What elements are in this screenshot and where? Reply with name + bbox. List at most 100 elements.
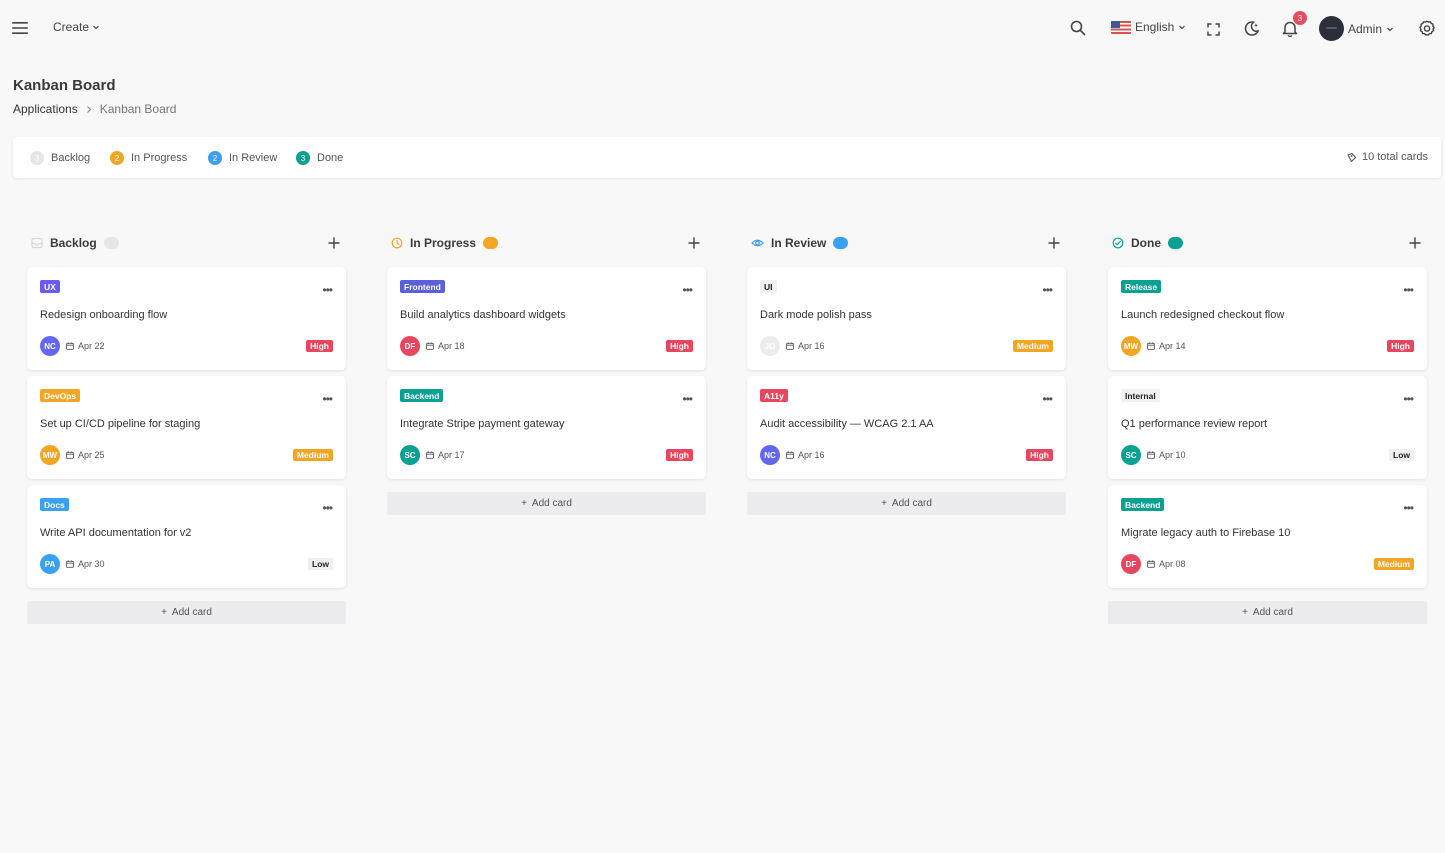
due-date: Apr 16 [786, 341, 825, 351]
card-menu-icon[interactable]: ••• [1042, 283, 1053, 297]
column-in-review: In Review UI ••• Dark mode polish pass J… [747, 230, 1066, 515]
card-tag: UX [40, 280, 60, 293]
summary-item-label: Backlog [51, 152, 91, 164]
summary-item-done[interactable]: 3 Done [296, 151, 343, 165]
summary-item-in-review[interactable]: 2 In Review [208, 151, 277, 165]
add-card-button[interactable]: + Add card [387, 492, 706, 515]
column-backlog: Backlog UX ••• Redesign onboarding flow … [27, 230, 346, 624]
avatar: DF [1121, 554, 1141, 574]
add-card-button[interactable]: + Add card [1108, 601, 1427, 624]
kanban-card[interactable]: Docs ••• Write API documentation for v2 … [27, 485, 346, 588]
column-count-pill [103, 237, 119, 249]
column-header: Done [1108, 230, 1427, 256]
priority-badge: High [666, 340, 693, 352]
inbox-icon [31, 237, 43, 249]
card-menu-icon[interactable]: ••• [1403, 501, 1414, 515]
calendar-icon [1147, 342, 1155, 350]
card-menu-icon[interactable]: ••• [322, 501, 333, 515]
dark-mode-icon[interactable] [1242, 19, 1260, 37]
kanban-card[interactable]: Internal ••• Q1 performance review repor… [1108, 376, 1427, 479]
due-date-label: Apr 14 [1159, 341, 1186, 351]
card-title: Integrate Stripe payment gateway [400, 418, 565, 430]
cards-icon [1347, 152, 1357, 162]
card-tag: A11y [760, 389, 788, 402]
notifications-bell-icon[interactable]: 3 [1281, 11, 1307, 37]
card-menu-icon[interactable]: ••• [682, 283, 693, 297]
kanban-card[interactable]: Backend ••• Integrate Stripe payment gat… [387, 376, 706, 479]
calendar-icon [66, 342, 74, 350]
clock-icon [391, 237, 403, 249]
avatar [1319, 16, 1344, 41]
eye-icon [751, 239, 764, 247]
column-header: Backlog [27, 230, 346, 256]
add-card-plus-icon[interactable] [686, 235, 702, 251]
card-menu-icon[interactable]: ••• [322, 392, 333, 406]
kanban-card[interactable]: UX ••• Redesign onboarding flow NC Apr 2… [27, 267, 346, 370]
card-title: Audit accessibility — WCAG 2.1 AA [760, 418, 934, 430]
calendar-icon [1147, 560, 1155, 568]
user-menu[interactable]: Admin [1319, 16, 1394, 41]
card-menu-icon[interactable]: ••• [1403, 392, 1414, 406]
card-tag: Docs [40, 498, 69, 511]
breadcrumb-current: Kanban Board [99, 102, 177, 116]
calendar-icon [66, 451, 74, 459]
chevron-down-icon [1179, 25, 1186, 30]
settings-gear-icon[interactable] [1417, 19, 1436, 38]
priority-badge: Medium [1012, 340, 1053, 352]
add-card-plus-icon[interactable] [326, 235, 342, 251]
column-title: Done [1131, 236, 1161, 250]
due-date-label: Apr 16 [798, 450, 825, 460]
avatar: DF [400, 336, 420, 356]
add-card-button[interactable]: + Add card [747, 492, 1066, 515]
add-card-button[interactable]: + Add card [27, 601, 346, 624]
priority-badge: High [666, 449, 693, 461]
card-menu-icon[interactable]: ••• [1403, 283, 1414, 297]
calendar-icon [66, 560, 74, 568]
add-card-plus-icon[interactable] [1046, 235, 1062, 251]
kanban-card[interactable]: Release ••• Launch redesigned checkout f… [1108, 267, 1427, 370]
card-tag: Backend [1121, 498, 1165, 511]
priority-badge: High [1387, 340, 1414, 352]
add-card-plus-icon[interactable] [1407, 235, 1423, 251]
due-date: Apr 30 [66, 559, 105, 569]
breadcrumb-applications-link[interactable]: Applications [13, 102, 78, 116]
due-date-label: Apr 25 [78, 450, 105, 460]
create-dropdown[interactable]: Create [53, 20, 100, 34]
summary-item-in-progress[interactable]: 2 In Progress [110, 151, 187, 165]
calendar-icon [1147, 451, 1155, 459]
plus-icon: + [1242, 607, 1248, 618]
summary-item-backlog[interactable]: 3 Backlog [30, 151, 90, 165]
kanban-card[interactable]: DevOps ••• Set up CI/CD pipeline for sta… [27, 376, 346, 479]
plus-icon: + [161, 607, 167, 618]
due-date: Apr 22 [66, 341, 105, 351]
avatar: JO [760, 336, 780, 356]
card-menu-icon[interactable]: ••• [682, 392, 693, 406]
column-count-pill [483, 237, 499, 249]
language-selector[interactable]: English [1111, 20, 1186, 34]
kanban-card[interactable]: Frontend ••• Build analytics dashboard w… [387, 267, 706, 370]
breadcrumb: Applications Kanban Board [13, 102, 176, 116]
avatar: MW [40, 445, 60, 465]
card-menu-icon[interactable]: ••• [322, 283, 333, 297]
calendar-icon [426, 342, 434, 350]
chevron-down-icon [93, 25, 99, 30]
card-menu-icon[interactable]: ••• [1042, 392, 1053, 406]
add-card-label: Add card [531, 498, 572, 509]
page-title: Kanban Board [13, 77, 116, 94]
column-done: Done Release ••• Launch redesigned check… [1108, 230, 1427, 624]
card-tag: Release [1121, 280, 1162, 293]
due-date: Apr 16 [786, 450, 825, 460]
board-summary-bar: 3 Backlog 2 In Progress 2 In Review 3 Do… [13, 137, 1441, 178]
menu-icon[interactable] [11, 20, 29, 36]
due-date: Apr 25 [66, 450, 105, 460]
search-icon[interactable] [1069, 19, 1087, 37]
plus-icon: + [881, 498, 887, 509]
column-title: In Progress [410, 236, 477, 250]
card-tag: Internal [1121, 389, 1160, 402]
fullscreen-icon[interactable] [1205, 21, 1221, 37]
kanban-card[interactable]: UI ••• Dark mode polish pass JO Apr 16 M… [747, 267, 1066, 370]
due-date-label: Apr 30 [78, 559, 105, 569]
kanban-card[interactable]: A11y ••• Audit accessibility — WCAG 2.1 … [747, 376, 1066, 479]
kanban-card[interactable]: Backend ••• Migrate legacy auth to Fireb… [1108, 485, 1427, 588]
us-flag-icon [1111, 20, 1131, 34]
